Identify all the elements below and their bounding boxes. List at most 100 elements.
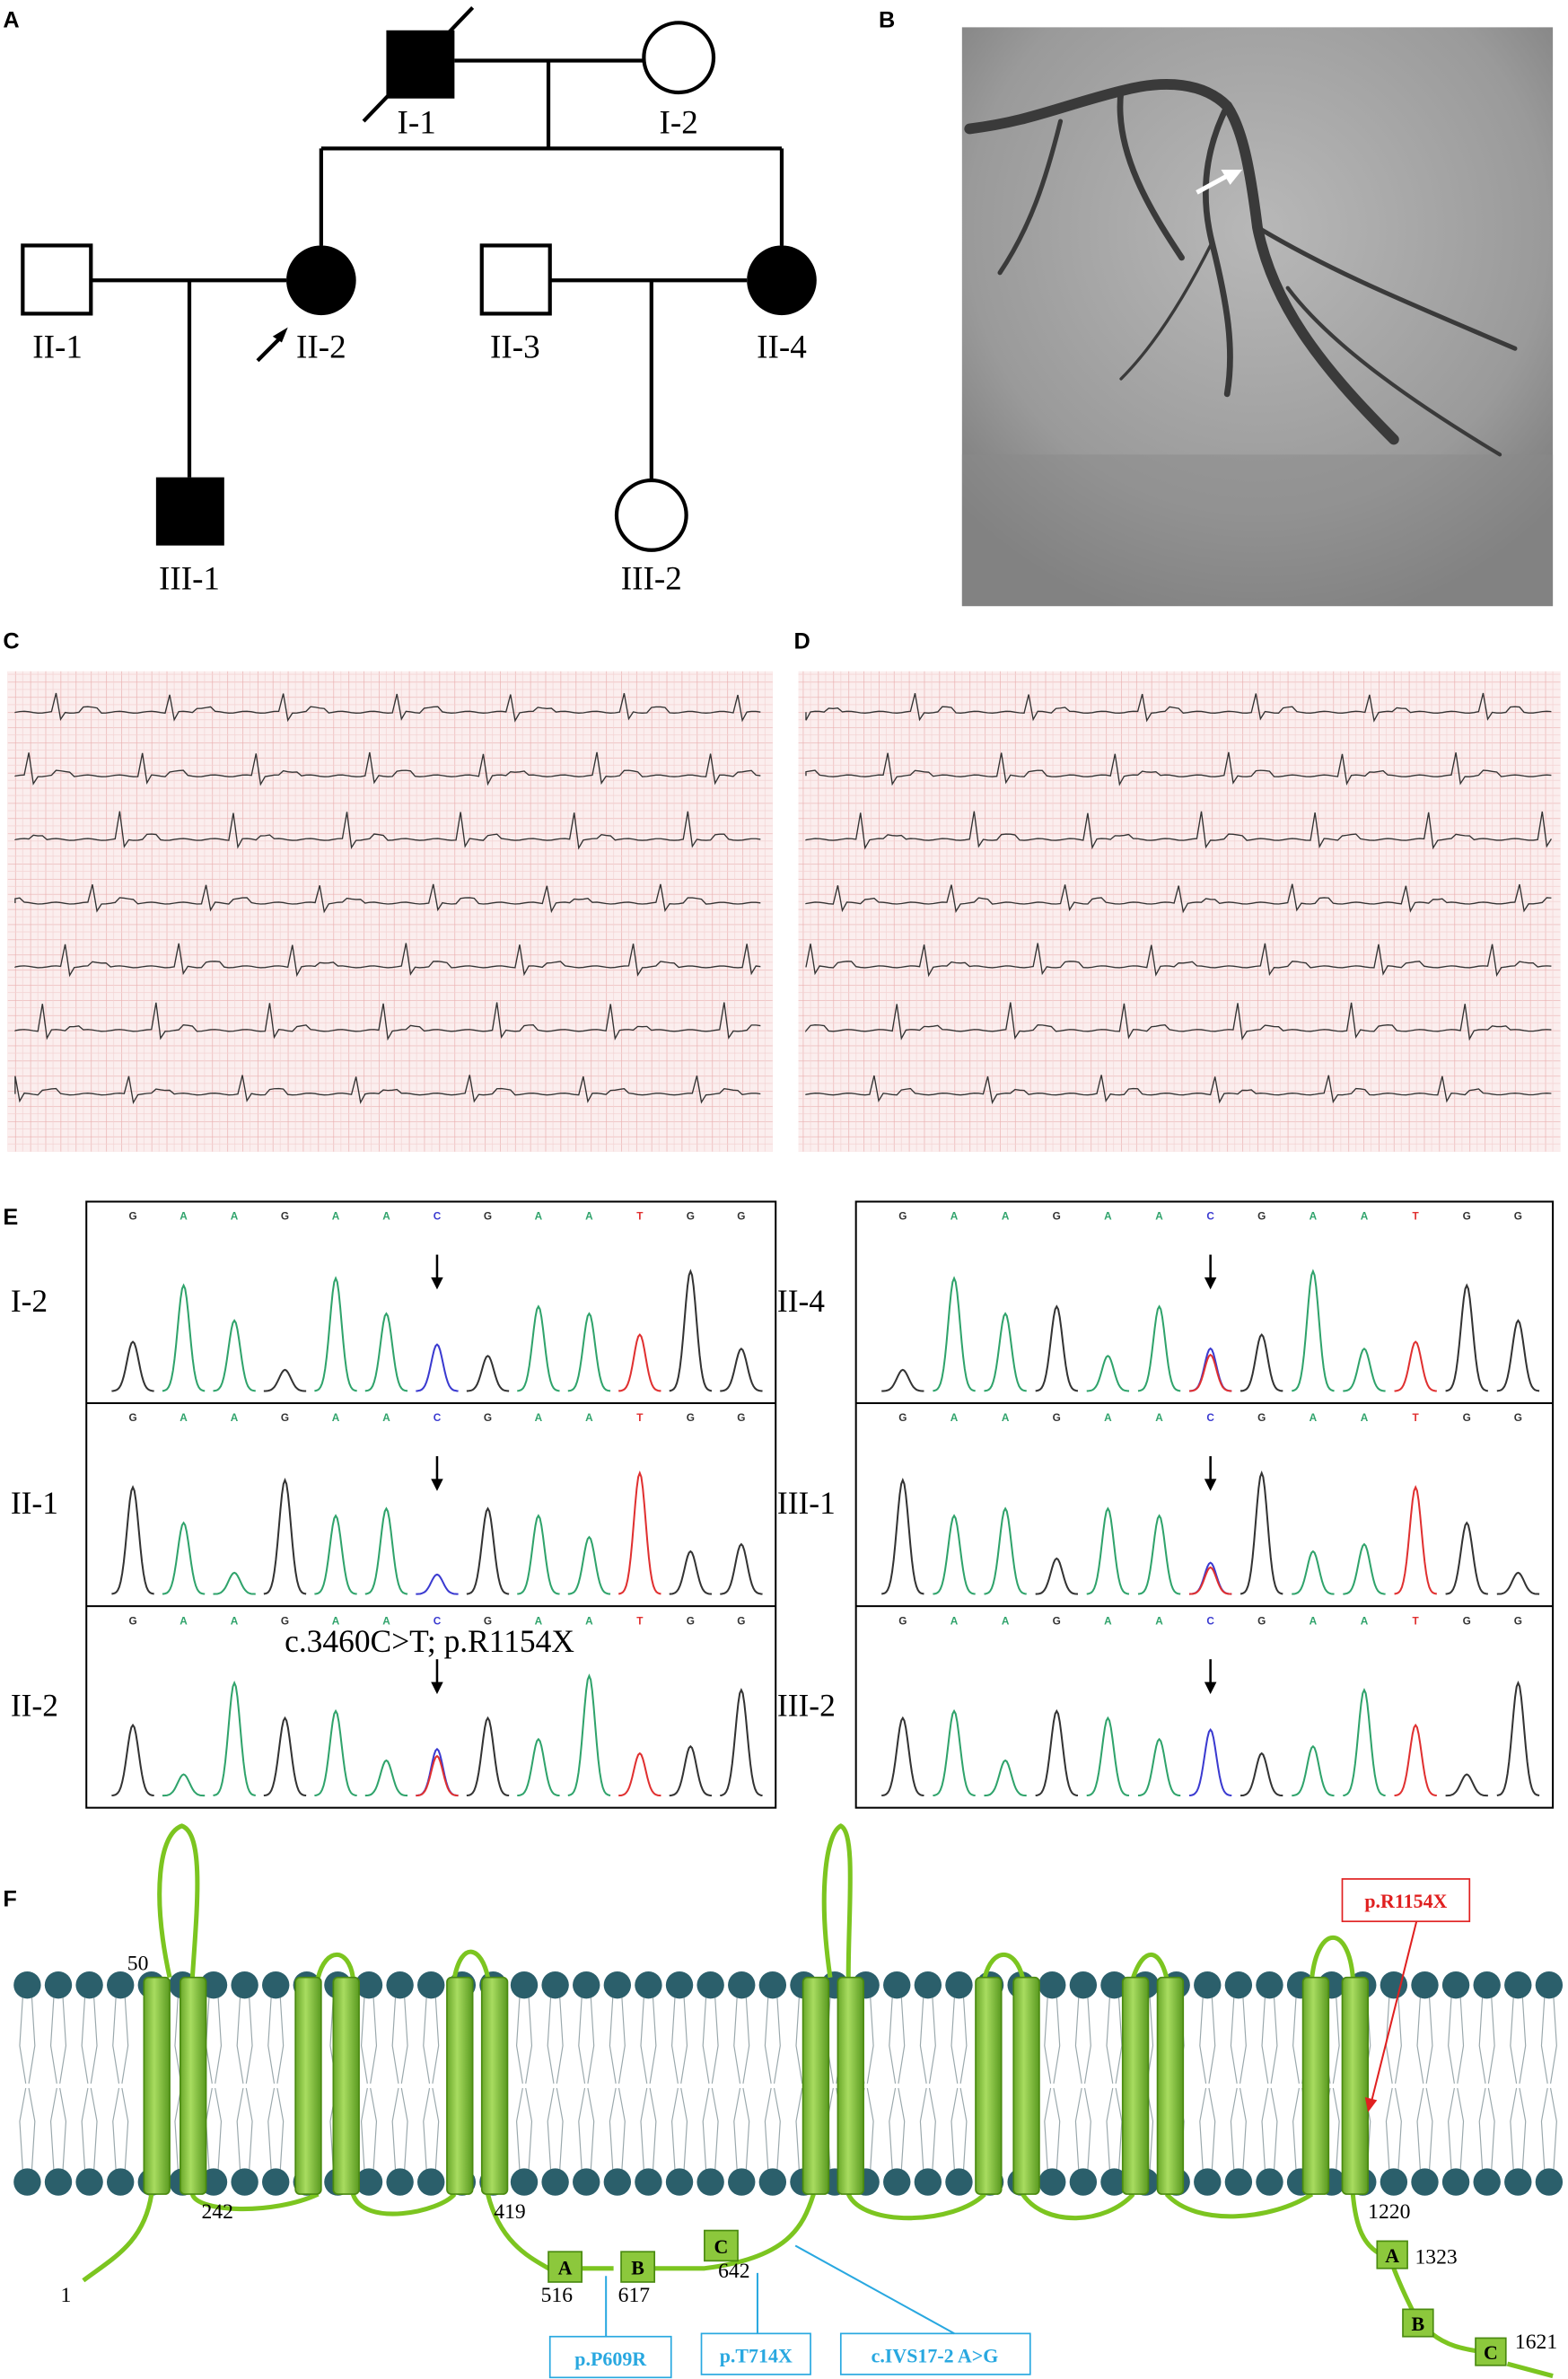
ecg-trace — [14, 811, 761, 850]
lipid-tail — [1261, 1997, 1278, 2171]
helix — [446, 1976, 474, 2195]
base-call: A — [950, 1210, 959, 1223]
base-call: A — [950, 1614, 959, 1627]
mutation-box — [700, 2332, 811, 2375]
trace-peak — [881, 1716, 924, 1796]
base-call: G — [1053, 1210, 1061, 1223]
position-label: 1323 — [1415, 2246, 1458, 2269]
sample-label: I-2 — [11, 1283, 48, 1319]
lipid-head — [914, 2168, 942, 2196]
position-label: 617 — [618, 2284, 651, 2307]
lipid-head — [883, 2168, 911, 2196]
base-call: A — [585, 1210, 593, 1223]
position-label: 1621 — [1515, 2331, 1557, 2354]
lipid-head — [1100, 1971, 1128, 1999]
trace-peak — [567, 1673, 611, 1796]
lipid-head — [603, 1971, 632, 1999]
trace-peak — [1035, 1304, 1079, 1392]
angiogram-shadow — [961, 454, 1554, 607]
base-call: T — [636, 1614, 644, 1627]
lipid-head — [75, 2168, 103, 2196]
trace-peak — [1445, 1521, 1488, 1595]
base-call: G — [1257, 1411, 1266, 1424]
lipid-head — [696, 2168, 724, 2196]
ecg-trace — [805, 811, 1552, 850]
base-call: A — [1155, 1614, 1163, 1627]
trace-peak — [162, 1521, 206, 1595]
lipid-tail — [889, 1997, 906, 2171]
ecg-trace — [805, 1002, 1552, 1041]
sample-label: II-4 — [777, 1283, 825, 1319]
base-call: C — [1206, 1411, 1214, 1424]
base-call: C — [1206, 1210, 1214, 1223]
lipid-tail — [19, 1997, 36, 2171]
lipid-head — [1194, 2168, 1222, 2196]
lipid-head — [758, 2168, 787, 2196]
lipid-tail — [609, 1997, 626, 2171]
domain-label: A — [558, 2257, 573, 2279]
ecg-trace — [14, 692, 761, 723]
vessels — [964, 79, 1518, 457]
base-call: G — [687, 1411, 695, 1424]
trace-peak — [567, 1312, 611, 1392]
lipid-head — [417, 2168, 445, 2196]
lipid-head — [573, 1971, 600, 1999]
lipid-head — [1069, 1971, 1098, 1999]
base-call: G — [484, 1411, 492, 1424]
mutations: p.R1154X p.P609R p.T714X c.IVS17-2 A>G — [548, 1878, 1471, 2379]
angiogram-arrow — [1196, 171, 1231, 195]
mutation-arrowhead — [1364, 2097, 1378, 2112]
lipid-head — [1441, 2168, 1470, 2196]
chromatogram-frame — [85, 1200, 777, 1809]
trace-peak — [881, 1368, 924, 1392]
base-call: G — [1463, 1210, 1471, 1223]
pedigree-label: II-4 — [757, 329, 807, 365]
ecg-trace — [14, 883, 761, 914]
trace-peak — [1496, 1319, 1540, 1392]
mutation-label: p.P609R — [574, 2348, 647, 2370]
ecg-trace — [805, 751, 1552, 786]
lipid-tail — [267, 1997, 285, 2171]
trace-peak — [111, 1485, 154, 1595]
trace-peak — [466, 1716, 510, 1796]
mutation-arrowhead — [1204, 1479, 1217, 1491]
trace-peak — [1137, 1304, 1181, 1392]
ecg-trace — [14, 943, 761, 978]
trace-peak — [314, 1514, 357, 1595]
lipid-head — [1224, 1971, 1253, 1999]
trace-peak — [1035, 1557, 1079, 1595]
base-call: A — [1002, 1210, 1010, 1223]
pedigree-label: III-2 — [621, 561, 682, 598]
pedigree-label: III-1 — [159, 561, 220, 598]
trace-peak — [669, 1744, 713, 1797]
ecg-c — [7, 671, 773, 1152]
base-call: A — [585, 1411, 593, 1424]
helix — [1341, 1976, 1370, 2195]
trace-peak — [416, 1754, 459, 1797]
lipid-head — [1441, 1971, 1470, 1999]
lipid-head — [945, 2168, 973, 2196]
ecg-trace — [14, 1002, 761, 1041]
lipid-head — [541, 2168, 569, 2196]
lipid-tail — [1416, 1997, 1433, 2171]
base-call: C — [1206, 1614, 1214, 1627]
lipid-head — [510, 2168, 539, 2196]
helix — [1156, 1976, 1185, 2195]
angiogram-arrowhead — [1221, 170, 1243, 185]
base-call: G — [1514, 1210, 1522, 1223]
helix — [837, 1976, 864, 2195]
base-call: G — [1053, 1411, 1061, 1424]
base-call: G — [484, 1614, 492, 1627]
base-call: A — [1155, 1411, 1163, 1424]
base-call: A — [1155, 1210, 1163, 1223]
lipid-tail — [764, 1997, 781, 2171]
base-call: C — [434, 1614, 442, 1627]
trace-peak — [1137, 1514, 1181, 1595]
base-call: A — [332, 1411, 340, 1424]
base-call: A — [1310, 1210, 1318, 1223]
trace-peak — [720, 1688, 763, 1796]
trace-peak — [933, 1276, 976, 1392]
base-call: G — [898, 1411, 907, 1424]
affected-male — [155, 477, 224, 546]
